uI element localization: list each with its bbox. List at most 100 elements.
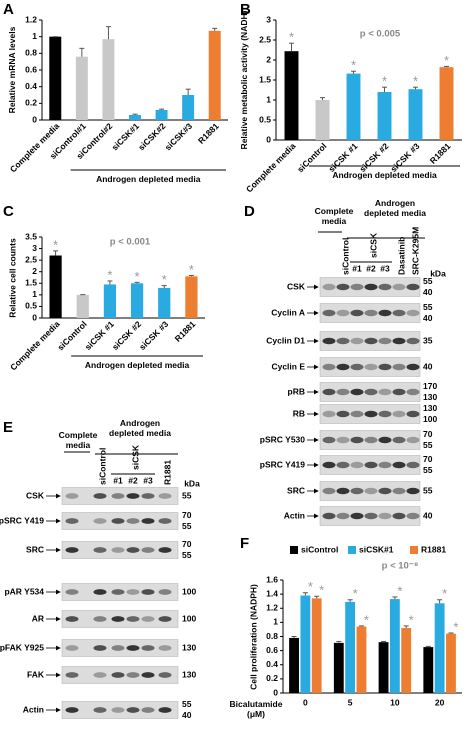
kda-label: 70: [423, 454, 433, 464]
band: [158, 707, 172, 713]
band: [364, 487, 378, 495]
x-tick-label: siCSK#1: [110, 121, 142, 153]
kda-label: 100: [423, 414, 437, 424]
bar: [439, 67, 454, 140]
y-tick-label: 3: [32, 243, 37, 253]
lane-label: siCSK: [130, 444, 140, 470]
sublane-label: #2: [366, 263, 376, 273]
row-label: Cyclin A: [271, 307, 305, 317]
band: [392, 410, 406, 418]
sublane-label: #1: [352, 263, 362, 273]
row-label: pFAK Y925: [0, 642, 44, 652]
band: [336, 283, 350, 291]
band: [350, 283, 364, 291]
panel-letter: E: [3, 419, 13, 436]
band: [392, 512, 406, 520]
band: [322, 487, 336, 495]
band: [158, 616, 172, 622]
significance: *: [353, 586, 358, 601]
band: [111, 707, 125, 713]
y-tick-label: 1.2: [25, 14, 37, 24]
bar: [378, 642, 389, 693]
y-tick-label: 1.5: [25, 278, 37, 288]
band: [406, 363, 420, 371]
band: [322, 363, 336, 371]
kda-label: 70: [182, 510, 192, 520]
band: [392, 487, 406, 495]
panel-letter: F: [240, 535, 249, 552]
y-axis-title: Relative cell counts: [7, 237, 17, 318]
lane-label: Dasatinib: [396, 237, 406, 275]
bar: [75, 56, 88, 120]
band: [336, 461, 350, 469]
bar: [284, 51, 299, 141]
band: [406, 410, 420, 418]
bar: [182, 95, 195, 120]
kda-label: 40: [182, 710, 192, 720]
blot-row: [61, 541, 179, 559]
bar: [185, 276, 198, 318]
band: [158, 672, 172, 678]
x-tick-label: 20: [435, 697, 445, 707]
band: [65, 493, 79, 499]
legend-label: siCSK#1: [359, 544, 394, 554]
row-label: SRC: [287, 485, 305, 495]
band: [93, 493, 107, 499]
band: [93, 616, 107, 622]
x-tick-label: R1881: [428, 141, 453, 166]
row-label: pSRC Y530: [260, 434, 305, 444]
bar: [130, 283, 144, 318]
kda-unit: kDa: [430, 268, 446, 278]
band: [65, 707, 79, 713]
band: [322, 436, 336, 444]
bar: [346, 73, 361, 140]
significance: *: [189, 262, 194, 277]
y-axis-title: Relative metabolic activity (NADH): [239, 10, 249, 150]
bar: [129, 115, 141, 120]
y-tick-label: 0.5: [25, 301, 37, 311]
band: [350, 388, 364, 396]
band: [350, 363, 364, 371]
blot-row: [319, 357, 421, 377]
y-tick-label: 0.8: [266, 631, 278, 641]
kda-label: 35: [423, 335, 433, 345]
sublane-label: #1: [113, 475, 123, 485]
legend-swatch: [348, 546, 356, 554]
kda-label: 130: [182, 669, 196, 679]
blot-row: [61, 639, 179, 657]
band: [350, 337, 364, 345]
depleted-media-label: Androgen depleted media: [109, 418, 171, 438]
band: [158, 645, 172, 651]
band: [406, 436, 420, 444]
band: [364, 309, 378, 317]
band: [158, 589, 172, 595]
x-tick-label: siCSK #3: [137, 319, 170, 352]
kda-label: 40: [423, 313, 433, 323]
band: [65, 547, 79, 553]
bar: [333, 642, 344, 693]
band: [392, 309, 406, 317]
y-tick-label: 0.8: [25, 48, 37, 58]
row-label: SRC: [26, 544, 44, 554]
band: [141, 672, 155, 678]
y-tick-label: 0: [266, 134, 271, 144]
band: [65, 616, 79, 622]
y-tick-label: 2.5: [25, 254, 37, 264]
band: [392, 388, 406, 396]
y-tick-label: 0: [32, 114, 37, 124]
y-tick-label: 2.5: [259, 34, 271, 44]
annotation: p < 0.005: [360, 29, 401, 40]
bar: [345, 601, 356, 693]
bar: [408, 89, 423, 140]
x-tick-label: siCSK#2: [136, 121, 168, 153]
blot-row: [319, 303, 421, 323]
bar: [158, 287, 171, 318]
band: [111, 493, 125, 499]
band: [364, 337, 378, 345]
significance: *: [382, 74, 387, 89]
band: [336, 436, 350, 444]
band: [141, 589, 155, 595]
bar: [289, 637, 299, 693]
band: [65, 645, 79, 651]
band: [158, 493, 172, 499]
